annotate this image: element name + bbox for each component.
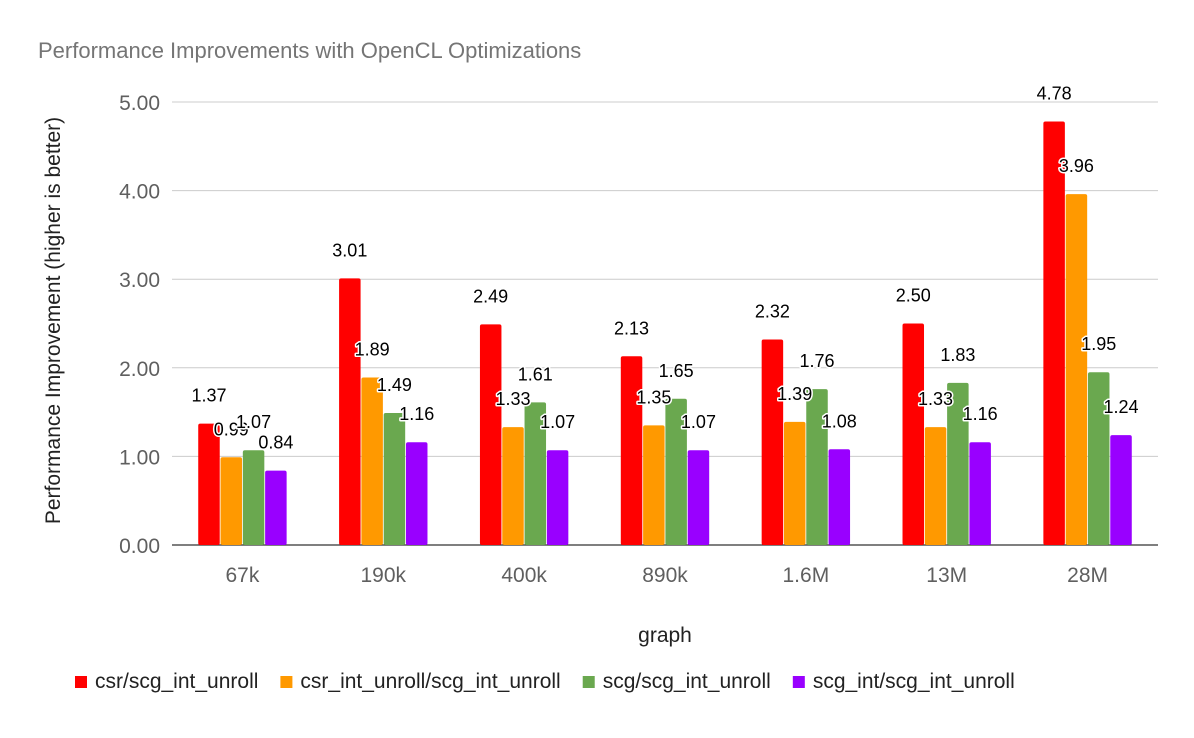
data-label: 1.39 [777, 384, 812, 404]
data-label: 2.32 [755, 301, 790, 321]
x-tick-label: 1.6M [783, 564, 830, 587]
x-tick-label: 67k [225, 564, 259, 587]
data-label: 1.37 [191, 386, 226, 406]
bar [828, 449, 851, 545]
y-tick-label: 0.00 [119, 535, 160, 558]
bar [806, 389, 828, 545]
bar [546, 450, 569, 545]
data-label: 1.49 [377, 375, 412, 395]
legend-swatch [75, 676, 87, 688]
data-label: 2.13 [614, 318, 649, 338]
bar [242, 450, 265, 545]
x-tick-label: 890k [642, 564, 688, 587]
bar [405, 442, 428, 545]
data-label: 1.65 [659, 361, 694, 381]
bar [902, 323, 925, 545]
data-label: 1.08 [822, 411, 857, 431]
x-tick-label: 190k [361, 564, 407, 587]
y-tick-label: 2.00 [119, 358, 160, 381]
x-axis-ticks: 67k 190k 400k 890k 1.6M 13M 28M [225, 564, 1108, 587]
bar [1087, 372, 1110, 545]
gridlines [172, 101, 1158, 546]
data-label: 3.96 [1059, 156, 1094, 176]
bar [665, 398, 687, 545]
y-tick-label: 5.00 [119, 92, 160, 115]
data-label: 1.35 [636, 387, 671, 407]
data-label: 2.49 [473, 286, 508, 306]
bar [339, 278, 361, 545]
bar [761, 339, 784, 545]
bar [220, 457, 243, 545]
data-labels: 1.370.991.070.843.011.891.491.162.491.33… [190, 82, 1140, 454]
data-label: 3.01 [332, 240, 367, 260]
bar [265, 470, 287, 545]
legend-label: csr_int_unroll/scg_int_unroll [300, 670, 560, 693]
legend-swatch [280, 676, 293, 688]
chart-title: Performance Improvements with OpenCL Opt… [38, 38, 581, 63]
bar [198, 423, 220, 545]
legend-swatch [792, 676, 805, 688]
y-tick-label: 3.00 [119, 269, 160, 292]
x-tick-label: 28M [1067, 564, 1108, 587]
data-label: 1.07 [540, 412, 575, 432]
y-axis-ticks: 0.00 1.00 2.00 3.00 4.00 5.00 [119, 92, 160, 558]
bar [524, 402, 547, 545]
data-label: 1.07 [236, 412, 271, 432]
legend-swatch [582, 676, 595, 688]
y-axis-label: Performance Improvement (higher is bette… [42, 117, 65, 524]
data-label: 4.78 [1037, 83, 1072, 103]
x-axis-label: graph [638, 624, 692, 647]
y-tick-label: 1.00 [119, 446, 160, 469]
bar [783, 421, 806, 545]
bar [924, 427, 947, 545]
legend: csr/scg_int_unroll csr_int_unroll/scg_int… [75, 670, 1015, 693]
bar [969, 442, 991, 545]
bar [479, 324, 502, 545]
bar [502, 427, 524, 545]
data-label: 0.99 [214, 419, 249, 439]
data-label: 1.24 [1103, 397, 1138, 417]
x-tick-label: 13M [926, 564, 967, 587]
x-tick-label: 400k [501, 564, 547, 587]
bar [620, 356, 643, 545]
data-label: 1.89 [355, 340, 390, 360]
y-tick-label: 4.00 [119, 181, 160, 204]
data-label: 1.33 [495, 389, 530, 409]
legend-label: csr/scg_int_unroll [95, 670, 258, 693]
bar [383, 412, 406, 545]
bar [1065, 194, 1088, 546]
bar [1043, 121, 1065, 545]
bar [1110, 435, 1132, 545]
bars [198, 121, 1132, 546]
legend-label: scg_int/scg_int_unroll [813, 670, 1015, 693]
data-label: 0.84 [258, 433, 293, 453]
data-label: 1.95 [1081, 334, 1116, 354]
bar [947, 382, 969, 545]
data-label: 2.50 [896, 286, 931, 306]
data-label: 1.61 [518, 364, 553, 384]
data-label: 1.33 [918, 389, 953, 409]
bar [361, 377, 383, 545]
data-label: 1.83 [940, 345, 975, 365]
data-label: 1.76 [799, 351, 834, 371]
bar [643, 425, 665, 545]
data-label: 1.16 [963, 404, 998, 424]
data-label: 1.07 [681, 412, 716, 432]
data-label: 1.16 [399, 404, 434, 424]
legend-label: scg/scg_int_unroll [603, 670, 771, 693]
bar [687, 450, 710, 545]
